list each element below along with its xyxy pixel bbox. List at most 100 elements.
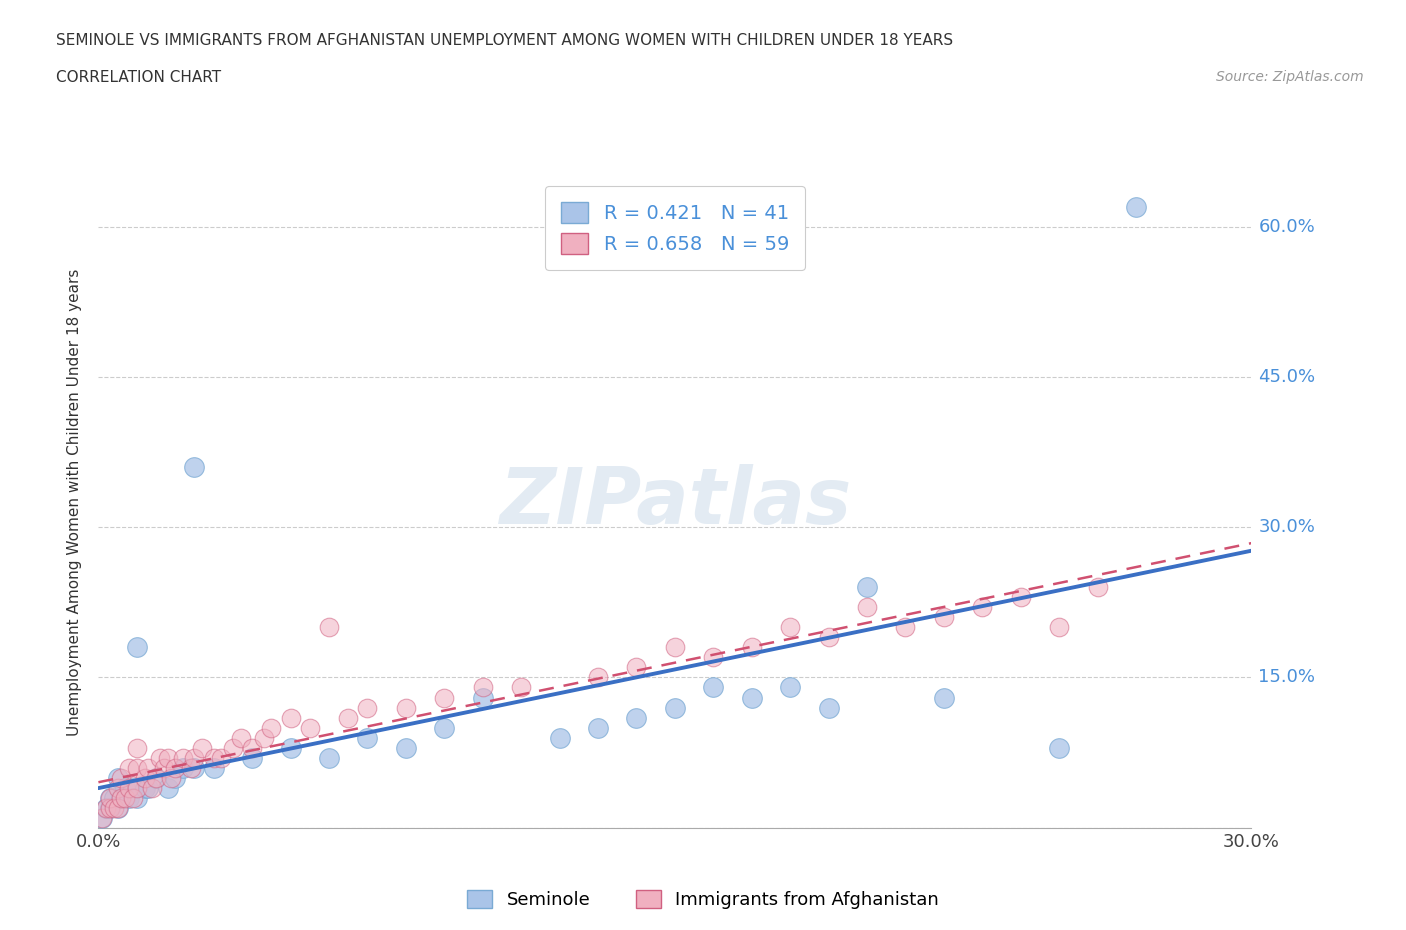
Point xyxy=(298,720,321,735)
Text: 30.0%: 30.0% xyxy=(1258,518,1315,537)
Point xyxy=(395,740,418,755)
Point xyxy=(932,610,955,625)
Point xyxy=(160,770,183,785)
Text: 60.0%: 60.0% xyxy=(1258,218,1315,236)
Text: Source: ZipAtlas.com: Source: ZipAtlas.com xyxy=(1216,70,1364,84)
Point xyxy=(586,670,609,684)
Point xyxy=(125,640,148,655)
Point xyxy=(817,700,839,715)
Point xyxy=(180,760,202,775)
Point xyxy=(1010,590,1032,604)
Point xyxy=(107,780,129,795)
Point xyxy=(337,711,360,725)
Point xyxy=(165,770,187,785)
Point xyxy=(240,751,263,765)
Point xyxy=(98,790,121,805)
Point xyxy=(122,780,145,795)
Point xyxy=(145,770,167,785)
Point xyxy=(165,760,187,775)
Point xyxy=(433,690,456,705)
Point xyxy=(98,800,121,815)
Point xyxy=(318,751,340,765)
Point xyxy=(471,690,494,705)
Point xyxy=(103,790,125,805)
Point xyxy=(141,780,163,795)
Point xyxy=(741,690,763,705)
Y-axis label: Unemployment Among Women with Children Under 18 years: Unemployment Among Women with Children U… xyxy=(67,269,83,736)
Point xyxy=(741,640,763,655)
Point xyxy=(103,800,125,815)
Point xyxy=(91,810,114,825)
Point xyxy=(586,720,609,735)
Point xyxy=(134,770,156,785)
Point xyxy=(138,780,160,795)
Point xyxy=(548,730,571,745)
Point xyxy=(779,620,801,635)
Point xyxy=(114,780,136,795)
Point xyxy=(433,720,456,735)
Point xyxy=(356,730,378,745)
Point xyxy=(280,711,302,725)
Point xyxy=(471,680,494,695)
Point xyxy=(172,760,194,775)
Point xyxy=(107,800,129,815)
Point xyxy=(91,810,114,825)
Point xyxy=(183,751,205,765)
Point xyxy=(253,730,276,745)
Point xyxy=(240,740,263,755)
Point xyxy=(134,780,156,795)
Point xyxy=(110,790,132,805)
Point xyxy=(702,680,724,695)
Point xyxy=(626,660,648,675)
Point xyxy=(172,751,194,765)
Point xyxy=(94,800,117,815)
Point xyxy=(125,760,148,775)
Point xyxy=(209,751,232,765)
Point xyxy=(125,780,148,795)
Point xyxy=(229,730,252,745)
Point xyxy=(817,630,839,644)
Point xyxy=(1047,740,1070,755)
Point xyxy=(395,700,418,715)
Point xyxy=(107,770,129,785)
Point xyxy=(183,760,205,775)
Point xyxy=(932,690,955,705)
Text: CORRELATION CHART: CORRELATION CHART xyxy=(56,70,221,85)
Point xyxy=(156,780,179,795)
Point xyxy=(191,740,214,755)
Point xyxy=(972,600,994,615)
Point xyxy=(664,700,686,715)
Point xyxy=(779,680,801,695)
Point xyxy=(280,740,302,755)
Point xyxy=(152,760,174,775)
Legend: R = 0.421   N = 41, R = 0.658   N = 59: R = 0.421 N = 41, R = 0.658 N = 59 xyxy=(546,186,804,270)
Point xyxy=(222,740,245,755)
Point xyxy=(107,800,129,815)
Point xyxy=(98,790,121,805)
Point xyxy=(1047,620,1070,635)
Point xyxy=(122,790,145,805)
Point xyxy=(94,800,117,815)
Point xyxy=(202,751,225,765)
Point xyxy=(626,711,648,725)
Point xyxy=(894,620,917,635)
Point xyxy=(856,580,879,595)
Point xyxy=(702,650,724,665)
Point xyxy=(98,800,121,815)
Point xyxy=(145,770,167,785)
Point xyxy=(110,770,132,785)
Point xyxy=(125,790,148,805)
Text: ZIPatlas: ZIPatlas xyxy=(499,464,851,540)
Point xyxy=(1125,199,1147,214)
Point xyxy=(156,751,179,765)
Point xyxy=(202,760,225,775)
Point xyxy=(510,680,533,695)
Point xyxy=(183,459,205,474)
Legend: Seminole, Immigrants from Afghanistan: Seminole, Immigrants from Afghanistan xyxy=(460,883,946,916)
Point xyxy=(664,640,686,655)
Point xyxy=(260,720,283,735)
Text: 45.0%: 45.0% xyxy=(1258,368,1316,386)
Point xyxy=(118,780,141,795)
Point xyxy=(318,620,340,635)
Point xyxy=(118,790,141,805)
